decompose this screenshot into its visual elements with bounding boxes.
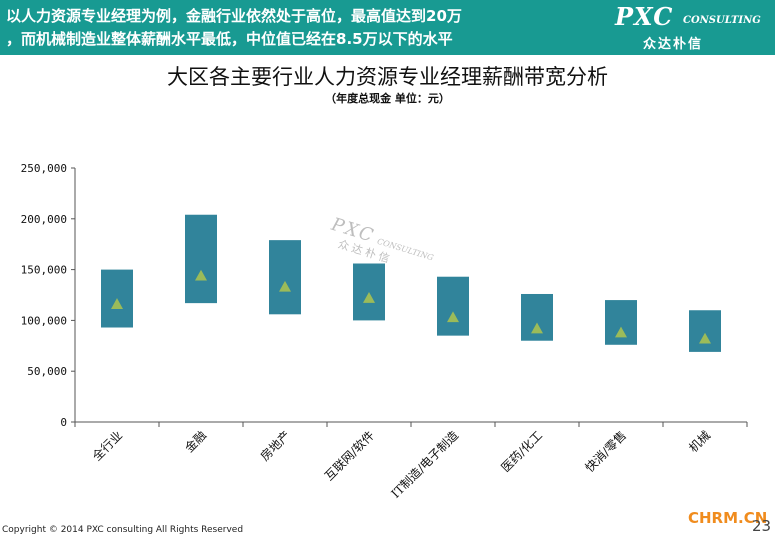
median-marker: [363, 292, 375, 303]
category-label: IT制造/电子制造: [388, 428, 461, 501]
median-marker: [615, 326, 627, 338]
logo-pxc-text: PXC: [615, 2, 674, 31]
median-marker: [195, 269, 207, 281]
page-number: 23: [752, 517, 772, 535]
median-marker: [531, 322, 543, 334]
salary-band-bar: [269, 240, 301, 315]
salary-band-bar: [689, 310, 721, 352]
header-banner: 以人力资源专业经理为例，金融行业依然处于高位，最高值达到20万 ，而机械制造业整…: [0, 0, 775, 55]
category-label: 互联网/软件: [322, 428, 377, 483]
y-tick-label: 150,000: [21, 264, 67, 277]
median-marker: [447, 311, 459, 323]
category-label: 金融: [182, 428, 210, 456]
category-label: 快消/零售: [582, 428, 629, 475]
y-tick-label: 100,000: [21, 314, 67, 327]
y-tick-label: 250,000: [21, 162, 67, 175]
chart-subtitle: （年度总现金 单位：元）: [325, 92, 450, 105]
copyright-text: Copyright © 2014 PXC consulting All Righ…: [2, 525, 244, 535]
median-marker: [699, 332, 711, 344]
headline-line-2: ，而机械制造业整体薪酬水平最低，中位值已经在8.5万以下的水平: [6, 30, 453, 48]
y-tick-label: 50,000: [27, 365, 67, 378]
salary-band-bar: [605, 300, 637, 345]
category-label: 机械: [686, 428, 714, 456]
category-label: 医药/化工: [498, 428, 545, 475]
pxc-logo: PXC CONSULTING 众达朴信: [613, 0, 773, 55]
site-logo-text: CHRM.CN: [688, 509, 768, 527]
median-marker: [111, 298, 123, 309]
logo-consulting-text: CONSULTING: [683, 15, 761, 26]
chart-title: 大区各主要行业人力资源专业经理薪酬带宽分析: [167, 65, 608, 89]
salary-band-bar: [185, 214, 217, 304]
y-tick-label: 0: [60, 416, 67, 429]
headline-line-1: 以人力资源专业经理为例，金融行业依然处于高位，最高值达到20万: [6, 7, 462, 25]
salary-band-bar: [521, 293, 553, 341]
salary-band-bar: [353, 263, 385, 321]
salary-band-bar: [437, 276, 469, 336]
logo-chinese-text: 众达朴信: [643, 37, 704, 52]
category-label: 房地产: [257, 428, 293, 464]
median-marker: [279, 280, 291, 292]
category-label: 全行业: [89, 428, 125, 464]
y-tick-label: 200,000: [21, 213, 67, 226]
